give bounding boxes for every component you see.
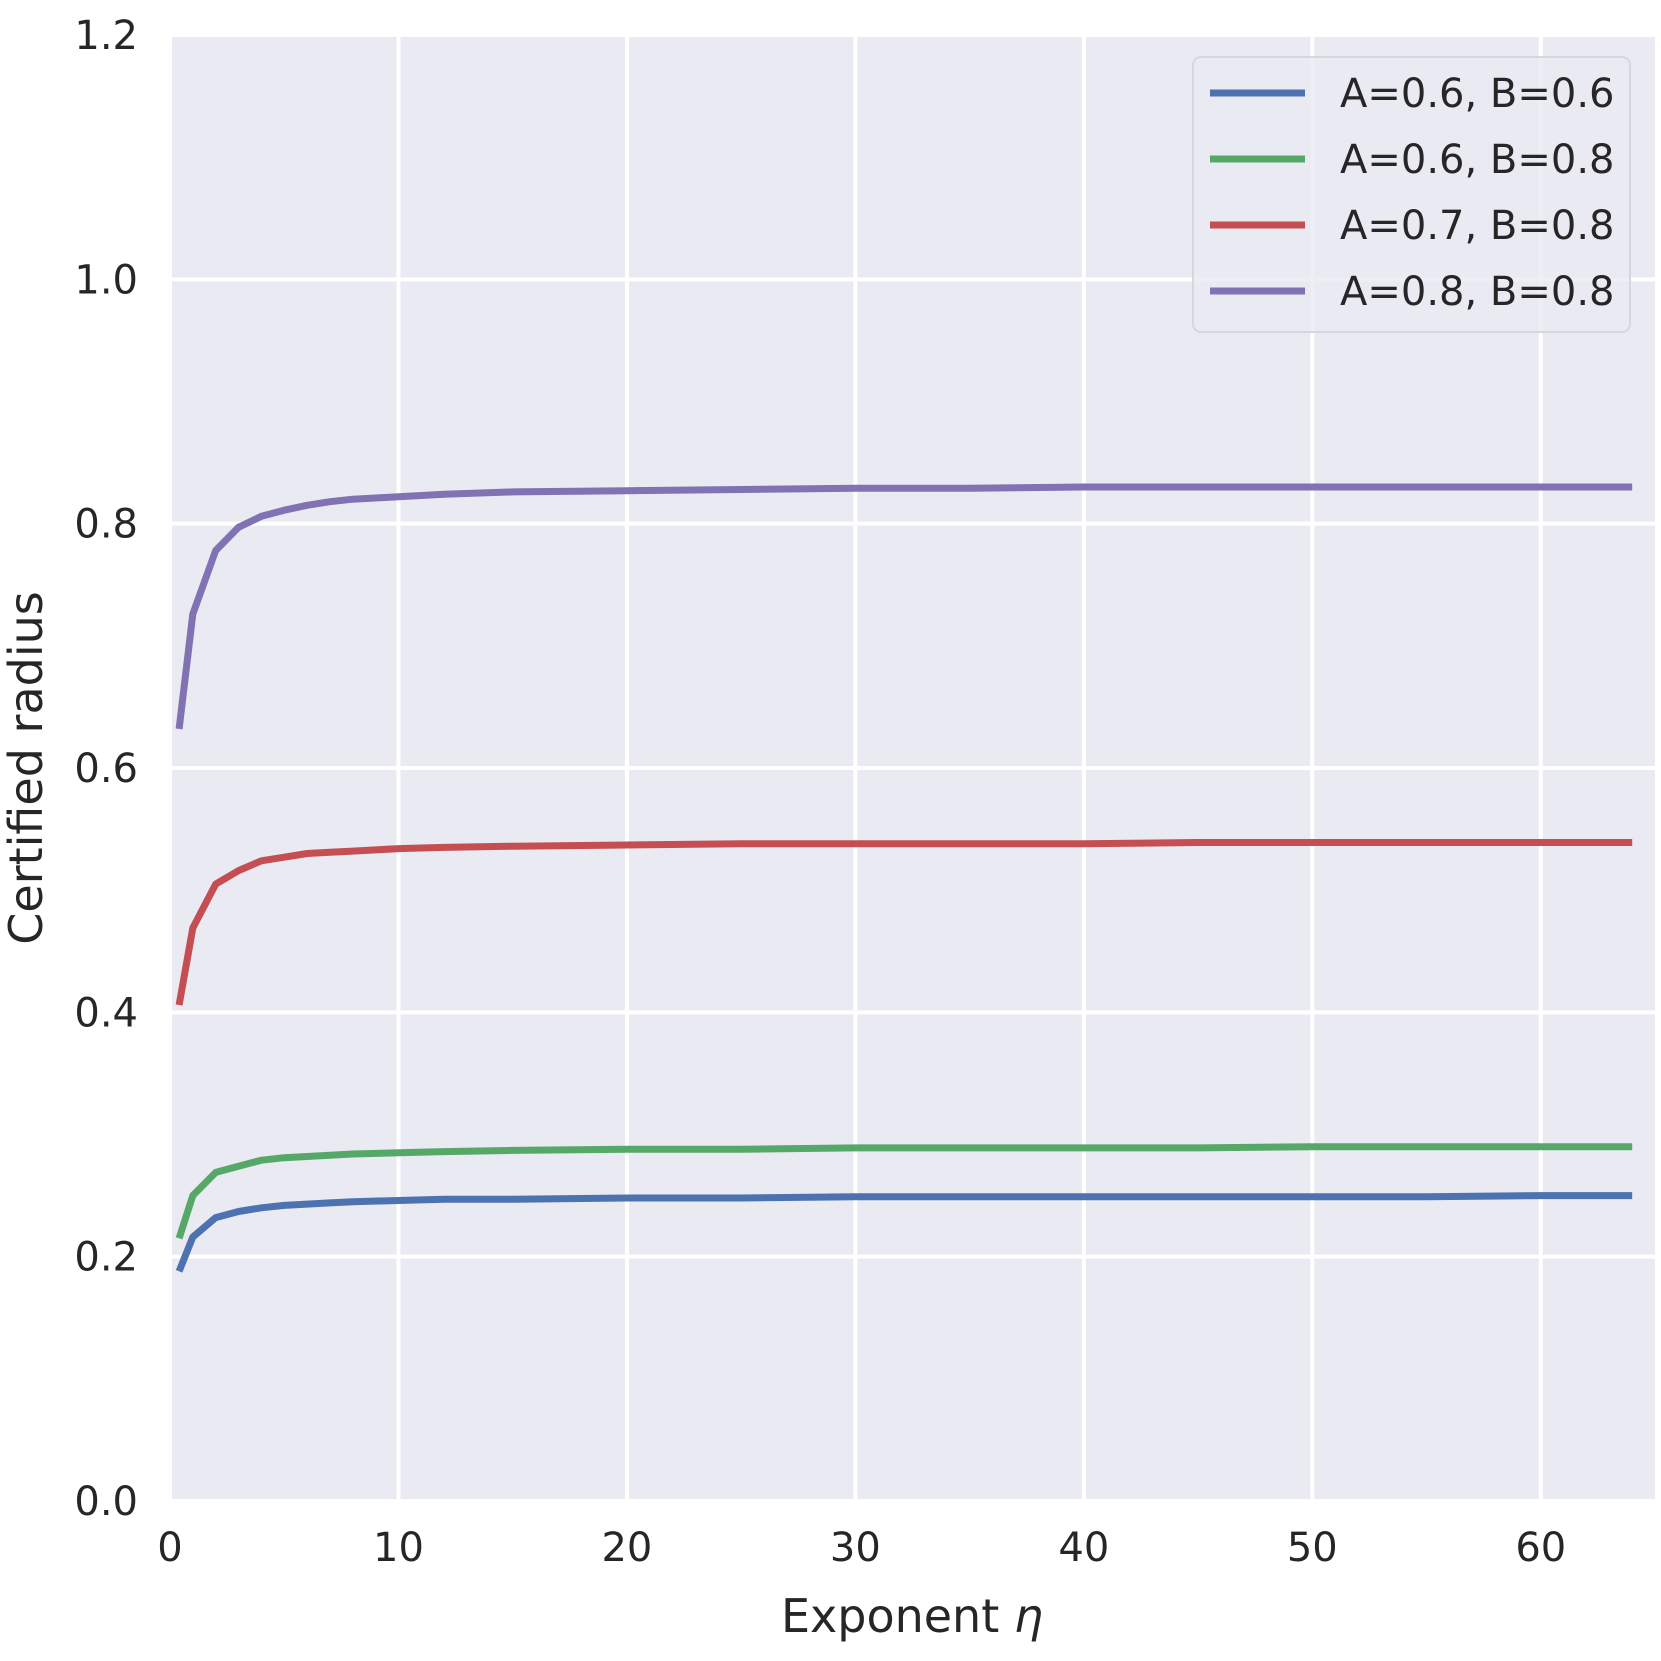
legend-box <box>1192 56 1631 333</box>
x-tick-label: 50 <box>1287 1525 1338 1571</box>
y-tick-label: 1.0 <box>74 257 138 303</box>
legend: A=0.6, B=0.6 A=0.6, B=0.8 A=0.7, B=0.8 A=0.… <box>1192 56 1631 333</box>
series-line-3 <box>175 839 1633 1006</box>
series-line-4 <box>175 483 1633 730</box>
series-line-1 <box>175 1192 1633 1273</box>
series-line-2 <box>175 1143 1633 1240</box>
y-tick-label: 1.2 <box>74 13 138 59</box>
series-layer <box>175 483 1633 1273</box>
x-axis-label-symbol: η <box>1014 1589 1043 1643</box>
y-tick-label: 0.8 <box>74 502 138 548</box>
x-axis-ticks: 0 10 20 30 40 50 60 <box>157 1525 1566 1571</box>
x-tick-label: 10 <box>373 1525 424 1571</box>
x-tick-label: 20 <box>601 1525 652 1571</box>
legend-label-4: A=0.8, B=0.8 <box>1340 269 1615 315</box>
x-axis-label-text: Exponent <box>781 1589 999 1643</box>
y-tick-label: 0.6 <box>74 746 138 792</box>
y-axis-ticks: 0.0 0.2 0.4 0.6 0.8 1.0 1.2 <box>74 13 138 1525</box>
x-tick-label: 60 <box>1515 1525 1566 1571</box>
x-tick-label: 40 <box>1058 1525 1109 1571</box>
y-tick-label: 0.4 <box>74 990 138 1036</box>
legend-label-1: A=0.6, B=0.6 <box>1340 71 1615 117</box>
x-tick-label: 0 <box>157 1525 182 1571</box>
y-tick-label: 0.2 <box>74 1235 138 1281</box>
y-axis-label: Certified radius <box>0 591 53 944</box>
grid-lines <box>168 33 1655 1503</box>
legend-label-3: A=0.7, B=0.8 <box>1340 203 1615 249</box>
x-axis-label: Exponent η <box>781 1589 1043 1643</box>
x-tick-label: 30 <box>830 1525 881 1571</box>
y-tick-label: 0.0 <box>74 1479 138 1525</box>
legend-label-2: A=0.6, B=0.8 <box>1340 137 1615 183</box>
